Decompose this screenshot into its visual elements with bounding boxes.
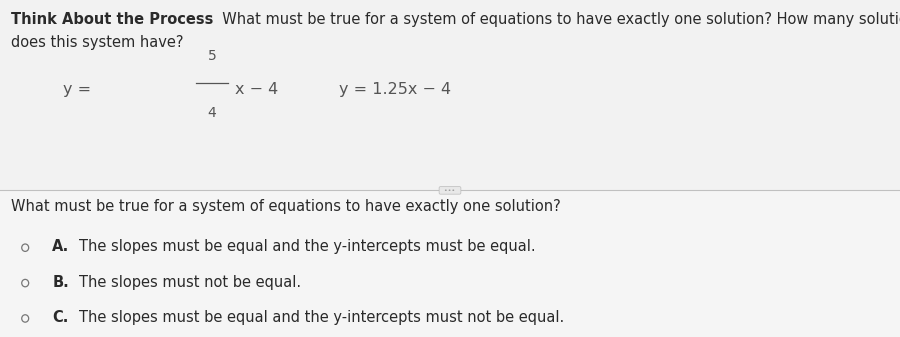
Text: 5: 5 bbox=[208, 49, 216, 63]
Text: •••: ••• bbox=[440, 188, 460, 193]
Text: x − 4: x − 4 bbox=[236, 82, 279, 97]
Text: y =: y = bbox=[63, 82, 91, 97]
Text: The slopes must be equal and the y-intercepts must not be equal.: The slopes must be equal and the y-inter… bbox=[79, 310, 564, 325]
Text: C.: C. bbox=[52, 310, 68, 325]
Text: Think About the Process: Think About the Process bbox=[11, 12, 213, 27]
FancyBboxPatch shape bbox=[0, 0, 900, 190]
Text: The slopes must not be equal.: The slopes must not be equal. bbox=[79, 275, 302, 290]
Text: A.: A. bbox=[52, 239, 69, 254]
Text: y = 1.25x − 4: y = 1.25x − 4 bbox=[338, 82, 451, 97]
Text: does this system have?: does this system have? bbox=[11, 35, 184, 51]
Text: The slopes must be equal and the y-intercepts must be equal.: The slopes must be equal and the y-inter… bbox=[79, 239, 536, 254]
Text: 4: 4 bbox=[208, 106, 216, 120]
Text: B.: B. bbox=[52, 275, 69, 290]
Text: What must be true for a system of equations to have exactly one solution? How ma: What must be true for a system of equati… bbox=[213, 12, 900, 27]
FancyBboxPatch shape bbox=[0, 190, 900, 337]
Text: What must be true for a system of equations to have exactly one solution?: What must be true for a system of equati… bbox=[11, 199, 561, 214]
